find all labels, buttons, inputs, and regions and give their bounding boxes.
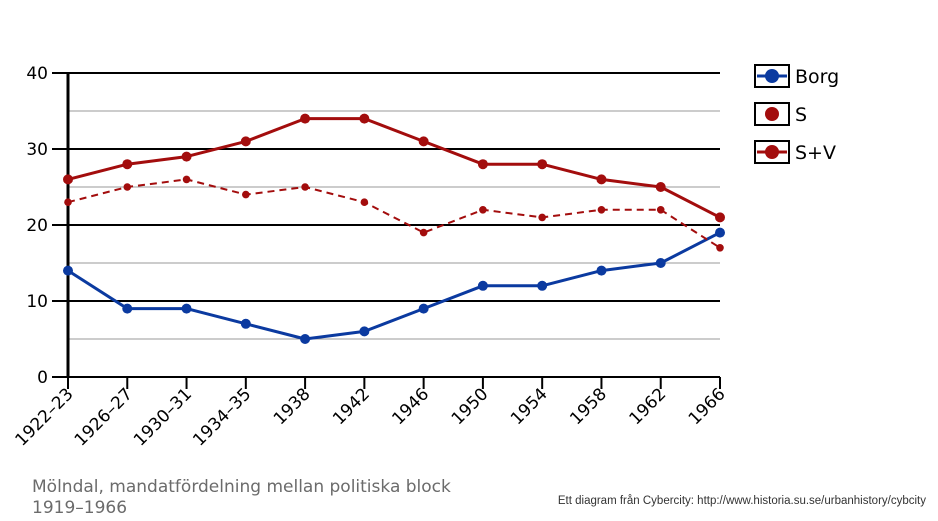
x-tick-label: 1950 bbox=[448, 384, 493, 429]
data-point-s bbox=[479, 206, 487, 214]
data-point-s-v bbox=[240, 136, 251, 147]
y-tick-label: 40 bbox=[26, 64, 48, 84]
data-point-s-v bbox=[715, 212, 725, 223]
data-point-borg bbox=[537, 280, 548, 291]
data-point-s-v bbox=[596, 174, 607, 185]
series-line-s bbox=[67, 178, 721, 249]
data-point-borg bbox=[63, 265, 73, 276]
data-point-s bbox=[123, 183, 132, 191]
legend-marker bbox=[765, 69, 779, 83]
axes: 0 10 20 30 40 bbox=[26, 64, 721, 389]
data-point-s-v bbox=[300, 113, 311, 124]
data-point-s-v bbox=[122, 159, 133, 170]
data-point-s bbox=[182, 175, 191, 184]
legend: Borg S S+V bbox=[754, 64, 839, 164]
legend-label: S+V bbox=[795, 142, 836, 164]
data-point-borg bbox=[359, 326, 370, 337]
legend-label: Borg bbox=[795, 66, 839, 88]
credit-line: Ett diagram från Cybercity: http://www.h… bbox=[557, 495, 926, 507]
data-point-borg bbox=[122, 303, 133, 314]
data-point-s bbox=[597, 206, 606, 214]
data-point-s-v bbox=[418, 136, 429, 147]
data-point-s-v bbox=[181, 151, 192, 162]
y-tick-label: 20 bbox=[26, 216, 48, 236]
series-line-s-v bbox=[67, 117, 721, 219]
data-point-s bbox=[419, 228, 428, 237]
legend-marker bbox=[765, 107, 779, 121]
data-point-s bbox=[64, 198, 72, 206]
y-tick-label: 0 bbox=[37, 368, 48, 388]
data-point-borg bbox=[477, 280, 488, 291]
data-point-s bbox=[360, 198, 369, 206]
data-point-borg bbox=[418, 303, 429, 314]
data-point-borg bbox=[596, 265, 607, 276]
series-line-borg bbox=[67, 231, 721, 341]
x-tick-label: 1946 bbox=[388, 384, 433, 429]
x-tick-label: 1954 bbox=[507, 384, 552, 429]
data-point-s bbox=[716, 244, 724, 252]
grid-lines bbox=[68, 72, 720, 340]
x-tick-label: 1926–27 bbox=[71, 384, 137, 450]
data-point-borg bbox=[655, 258, 666, 268]
y-tick-label: 10 bbox=[26, 292, 48, 312]
data-point-borg bbox=[181, 303, 192, 314]
x-tick-label: 1962 bbox=[626, 384, 671, 429]
x-tick-label: 1922–23 bbox=[11, 384, 77, 450]
data-point-s bbox=[538, 213, 546, 222]
data-point-s-v bbox=[63, 174, 73, 185]
legend-entry: S+V bbox=[754, 140, 836, 164]
data-point-s bbox=[656, 206, 665, 214]
legend-entry: Borg bbox=[754, 64, 839, 88]
chart-caption: Mölndal, mandatfördelning mellan politis… bbox=[32, 477, 451, 518]
x-tick-label: 1938 bbox=[270, 384, 315, 429]
data-point-s-v bbox=[537, 159, 548, 170]
series-lines bbox=[63, 113, 725, 344]
data-point-s-v bbox=[477, 159, 488, 170]
data-point-borg bbox=[715, 227, 725, 238]
data-point-s-v bbox=[655, 182, 666, 192]
x-tick-label: 1934–35 bbox=[189, 384, 255, 450]
y-tick-label: 30 bbox=[26, 140, 48, 160]
x-tick-label: 1966 bbox=[685, 384, 730, 429]
data-point-s bbox=[242, 190, 250, 199]
x-tick-label: 1930–31 bbox=[130, 384, 196, 450]
legend-entry: S bbox=[754, 102, 807, 126]
legend-label: S bbox=[795, 104, 807, 126]
legend-marker bbox=[765, 145, 779, 159]
data-point-s bbox=[301, 183, 309, 191]
x-tick-label: 1958 bbox=[566, 384, 611, 429]
data-point-borg bbox=[240, 318, 251, 329]
data-point-s-v bbox=[359, 113, 370, 124]
data-point-borg bbox=[300, 334, 311, 344]
x-tick-label: 1942 bbox=[329, 384, 374, 429]
